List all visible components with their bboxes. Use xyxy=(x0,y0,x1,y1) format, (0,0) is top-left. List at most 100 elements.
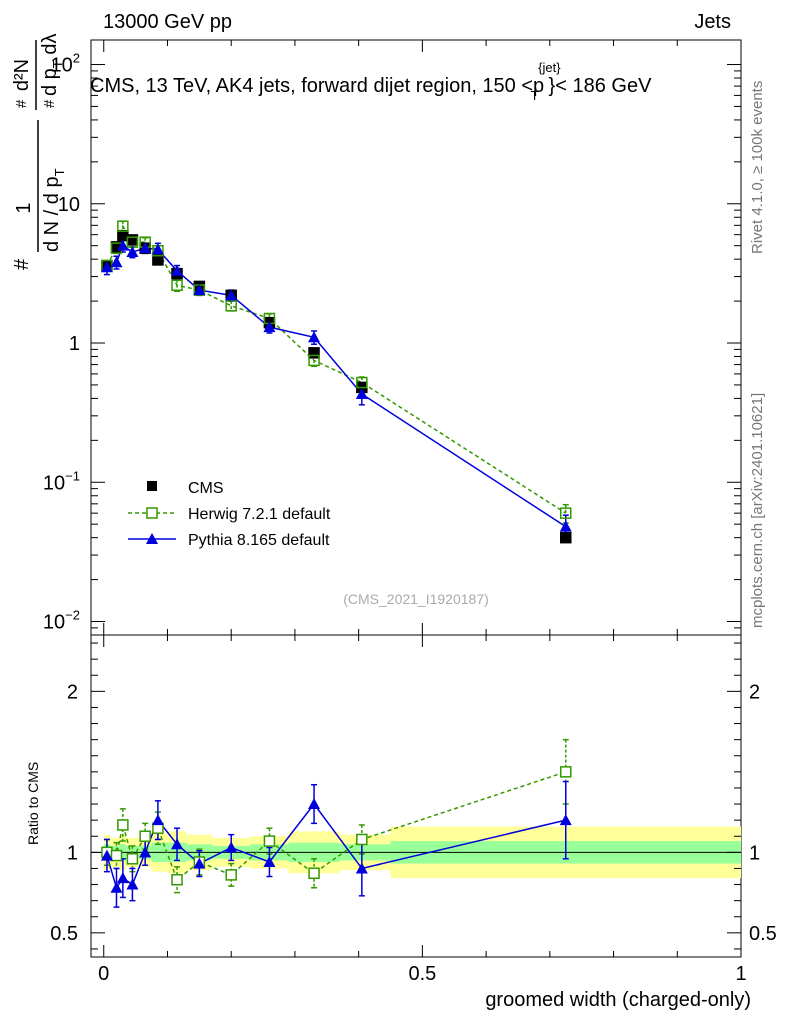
ylabel-den-sub: T xyxy=(50,60,65,68)
pythia-ratio-point xyxy=(116,872,129,884)
cms-point xyxy=(560,531,572,544)
herwig-point xyxy=(117,220,129,232)
cms-point xyxy=(152,254,164,266)
pythia-point xyxy=(559,520,572,532)
y-tick-label-exp: 2 xyxy=(73,51,80,66)
y-tick-label-exp: −2 xyxy=(65,608,80,623)
legend-label-pythia: Pythia 8.165 default xyxy=(188,532,330,549)
legend-marker-pythia xyxy=(146,533,158,544)
x-axis-label: groomed width (charged-only) xyxy=(485,989,751,1011)
pythia-point xyxy=(126,246,139,258)
pythia-point xyxy=(100,261,113,273)
mcplots-label: mcplots.cern.ch [arXiv:2401.10621] xyxy=(749,393,766,628)
y-tick-label-base: 10 xyxy=(58,194,80,216)
herwig-ratio-point xyxy=(117,819,129,831)
pythia-ratio-point xyxy=(171,838,184,850)
title-suffix: }< 186 GeV xyxy=(549,75,653,97)
pythia-point xyxy=(193,284,206,296)
legend: CMS Herwig 7.2.1 default Pythia 8.165 de… xyxy=(128,480,331,549)
legend-marker-cms xyxy=(147,481,157,491)
y-tick-label-ratio-left: 2 xyxy=(67,681,78,703)
y-axis-label: # 1 d N / d pT # # d²N d pT dλ xyxy=(11,34,67,270)
legend-label-cms: CMS xyxy=(188,480,224,497)
ylabel-den-pre: d p xyxy=(39,68,61,96)
pythia-ratio-point xyxy=(110,881,123,893)
ylabel-frac-bottom-text: d N / d p xyxy=(41,176,63,252)
y-tick-label-base: 10 xyxy=(51,55,73,77)
pythia-ratio-point xyxy=(126,878,139,890)
plot-title: CMS, 13 TeV, AK4 jets, forward dijet reg… xyxy=(90,60,652,103)
ylabel-hash-left: # xyxy=(11,258,33,270)
herwig-ratio-point xyxy=(560,766,572,778)
pythia-point xyxy=(151,243,164,255)
header-left: 13000 GeV pp xyxy=(103,11,232,33)
pythia-line xyxy=(106,244,567,528)
y-tick-label-ratio-left: 1 xyxy=(67,842,78,864)
herwig-point xyxy=(308,354,320,367)
herwig-ratio-point xyxy=(308,867,320,880)
herwig-point xyxy=(225,300,237,312)
herwig-ratio-point xyxy=(110,849,123,862)
title-prefix: CMS, 13 TeV, AK4 jets, forward dijet reg… xyxy=(90,75,533,97)
y-tick-label-ratio-right: 1 xyxy=(749,842,760,864)
pythia-ratio-point xyxy=(139,846,152,858)
herwig-ratio-point xyxy=(126,853,139,865)
y-tick-label-main: 10−2 xyxy=(43,608,80,634)
title-pt-sub: T xyxy=(531,88,539,103)
series xyxy=(100,220,572,908)
herwig-ratio-point xyxy=(225,869,237,881)
y-tick-label-main: 102 xyxy=(51,51,80,77)
ylabel-den: d pT dλ xyxy=(39,34,65,96)
y-tick-label-main: 1 xyxy=(69,333,80,355)
ratio-ylabel: Ratio to CMS xyxy=(25,762,41,845)
title-pt-p: p xyxy=(533,75,544,97)
herwig-ratio-point xyxy=(171,873,183,886)
herwig-ratio-point xyxy=(139,830,151,842)
x-tick-label: 0.5 xyxy=(408,963,436,985)
pythia-ratio-point xyxy=(559,814,572,826)
pythia-point xyxy=(171,264,184,276)
title-pt-sup: {jet} xyxy=(538,60,561,75)
pythia-ratio-point xyxy=(100,849,113,861)
pythia-ratio-point xyxy=(193,857,206,869)
cms-point xyxy=(117,229,129,242)
ylabel-frac-top: 1 xyxy=(13,202,35,213)
y-tick-label-ratio-right: 2 xyxy=(749,681,760,703)
pythia-point xyxy=(116,239,129,251)
pythia-ratio-point xyxy=(308,798,321,810)
y-tick-label-ratio-left: 0.5 xyxy=(50,923,78,945)
ylabel-num: d²N xyxy=(11,59,33,91)
x-tick-label: 1 xyxy=(735,963,746,985)
x-tick-label: 0 xyxy=(98,963,109,985)
pythia-ratio-point xyxy=(355,862,368,874)
ratio-frame xyxy=(90,634,742,958)
ylabel-frac-bottom-sub: T xyxy=(52,168,67,176)
pythia-point xyxy=(263,321,276,333)
ylabel-frac-bottom: d N / d pT xyxy=(41,168,67,252)
ylabel-hash-bottom: # xyxy=(41,99,58,108)
pythia-ratio-point xyxy=(225,841,238,853)
herwig-ratio-point xyxy=(263,835,276,847)
y-tick-label-main: 10 xyxy=(58,194,80,216)
pythia-ratio-point xyxy=(263,856,276,868)
ylabel-den-post: dλ xyxy=(39,34,61,61)
y-tick-label-exp: −1 xyxy=(65,468,80,483)
y-tick-label-main: 10−1 xyxy=(43,468,80,494)
legend-marker-herwig xyxy=(146,507,158,519)
y-tick-label-base: 10 xyxy=(43,612,65,634)
pythia-ratio-point xyxy=(151,814,164,826)
header-right: Jets xyxy=(694,11,731,33)
y-tick-label-ratio-right: 0.5 xyxy=(749,923,777,945)
herwig-point xyxy=(171,279,183,291)
analysis-id: (CMS_2021_I1920187) xyxy=(343,591,489,607)
herwig-point xyxy=(356,376,368,389)
legend-label-herwig: Herwig 7.2.1 default xyxy=(188,506,331,523)
pythia-point xyxy=(355,388,368,400)
y-tick-label-base: 1 xyxy=(69,333,80,355)
pythia-point xyxy=(308,331,321,343)
ylabel-hash-top: # xyxy=(13,99,30,108)
pythia-point xyxy=(139,242,152,254)
y-tick-label-base: 10 xyxy=(43,472,65,494)
